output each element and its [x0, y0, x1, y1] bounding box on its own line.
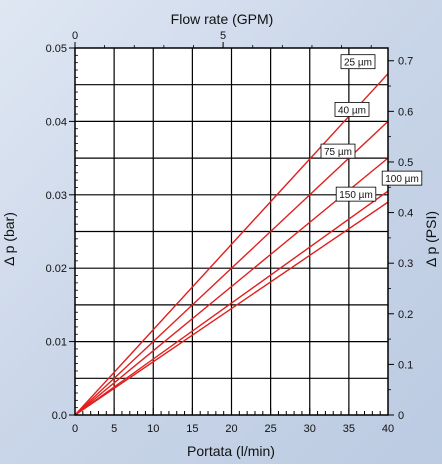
- x-tick-label: 40: [382, 423, 394, 435]
- y-right-tick-label: 0.2: [398, 309, 413, 321]
- y-axis-right-title: Δ p (PSI): [423, 211, 439, 267]
- y-tick-label: 0.05: [46, 43, 67, 55]
- x-tick-label: 20: [225, 423, 237, 435]
- series-label-text: 25 µm: [344, 58, 372, 69]
- series-label: 75 µm: [320, 143, 356, 159]
- series-label-text: 75 µm: [324, 147, 352, 158]
- series-label-box: [381, 170, 423, 186]
- y-tick-label: 0.0: [52, 410, 67, 422]
- x-tick-label: 0: [72, 423, 78, 435]
- series-label: 100 µm: [381, 170, 423, 186]
- series-label-text: 150 µm: [339, 190, 373, 201]
- x-tick-label: 25: [265, 423, 277, 435]
- series-line-40-um: [74, 120, 389, 416]
- series-label-text: 40 µm: [338, 105, 366, 116]
- y-right-tick-label: 0.3: [398, 258, 413, 270]
- series-label-box: [334, 102, 370, 117]
- y-tick-label: 0.02: [46, 263, 67, 275]
- tick-labels: 0 5 10 15 20 25 30 35 40 0.0 0.01 0.02 0.03 0.04 0.05 0…: [46, 30, 414, 435]
- x-tick-label: 35: [343, 423, 355, 435]
- y-right-tick-label: 0.4: [398, 208, 413, 220]
- series-label-box: [320, 143, 356, 159]
- y-right-tick-label: 0: [398, 410, 404, 422]
- y-right-tick-label: 0.7: [398, 56, 413, 68]
- x-tick-label: 15: [186, 423, 198, 435]
- x-top-tick-label: 0: [72, 30, 78, 42]
- y-right-tick-label: 0.1: [398, 359, 413, 371]
- series-line-150-um: [74, 201, 389, 416]
- series-label: 25 µm: [340, 54, 376, 70]
- series-label-box: [340, 54, 376, 70]
- x-tick-label: 10: [147, 423, 159, 435]
- series-label: 150 µm: [335, 186, 377, 202]
- x-tick-label: 5: [111, 423, 117, 435]
- series-label-text: 100 µm: [385, 174, 419, 185]
- series-line-100-um: [74, 190, 389, 416]
- y-right-tick-label: 0.6: [398, 106, 413, 118]
- y-axis-left-title: Δ p (bar): [1, 212, 17, 266]
- ticks: [69, 42, 394, 416]
- series-label-box: [335, 186, 377, 202]
- y-tick-label: 0.04: [46, 116, 67, 128]
- x-axis-top-title: Flow rate (GPM): [171, 11, 274, 27]
- x-top-tick-label: 5: [220, 30, 226, 42]
- series-labels: 25 µm 40 µm 75 µm 100 µm 150 µm: [320, 54, 423, 202]
- x-tick-label: 30: [304, 423, 316, 435]
- y-tick-label: 0.01: [46, 337, 67, 349]
- series-label: 40 µm: [334, 102, 370, 117]
- series-line-25-um: [74, 73, 389, 416]
- y-right-tick-label: 0.5: [398, 157, 413, 169]
- y-tick-label: 0.03: [46, 190, 67, 202]
- x-axis-title: Portata (l/min): [187, 443, 275, 459]
